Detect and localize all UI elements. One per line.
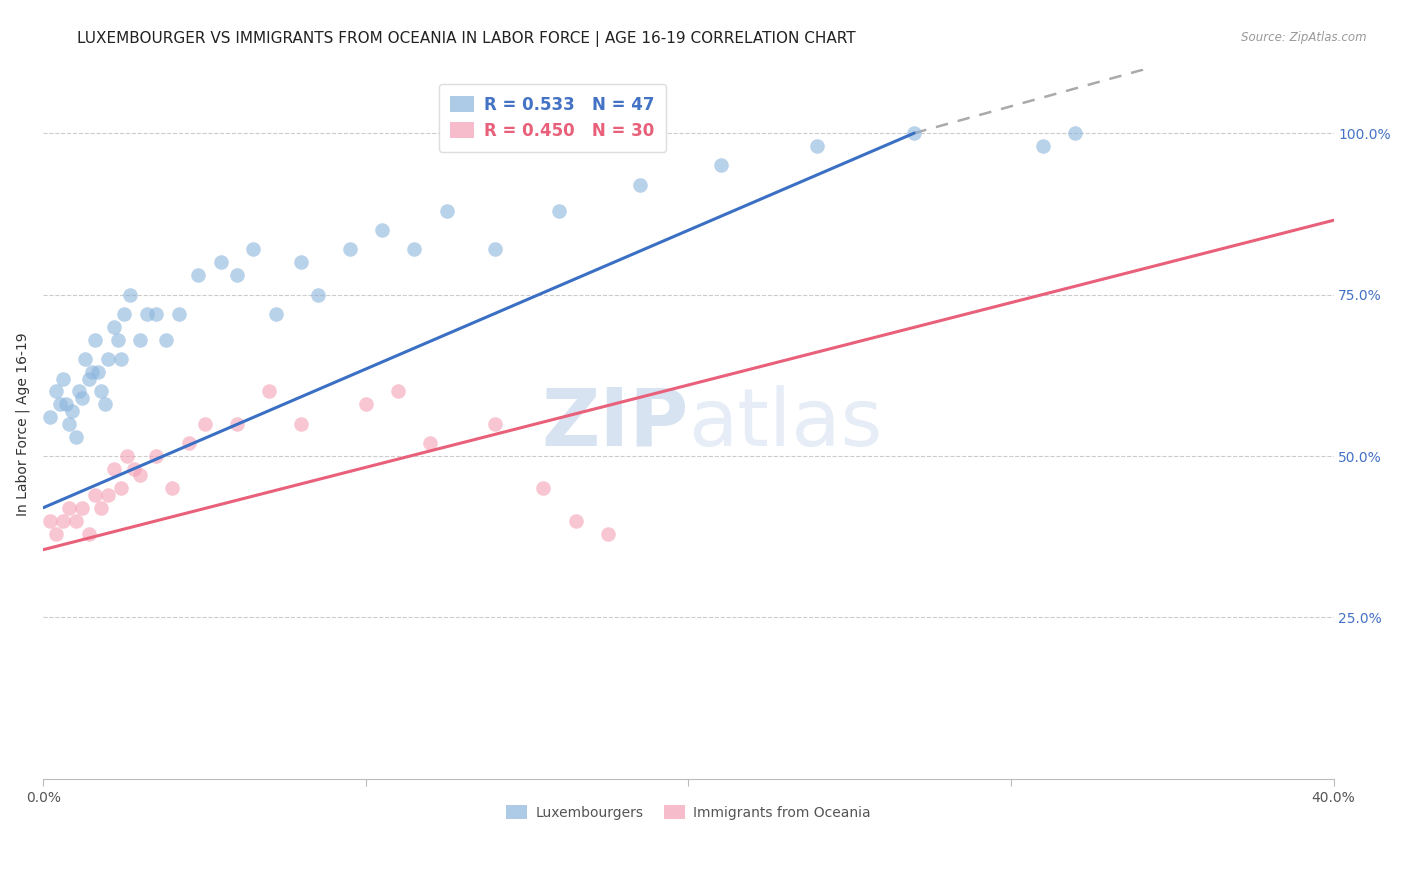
Point <box>80 365 103 379</box>
Point <box>596 526 619 541</box>
Point <box>97 488 120 502</box>
Point <box>110 352 132 367</box>
Point <box>307 287 329 301</box>
Point <box>75 352 97 367</box>
Text: ZIP: ZIP <box>541 384 689 463</box>
Point <box>112 307 135 321</box>
Point <box>484 243 506 257</box>
Text: LUXEMBOURGER VS IMMIGRANTS FROM OCEANIA IN LABOR FORCE | AGE 16-19 CORRELATION C: LUXEMBOURGER VS IMMIGRANTS FROM OCEANIA … <box>77 31 856 47</box>
Point <box>564 514 586 528</box>
Point <box>90 384 112 399</box>
Point <box>129 333 152 347</box>
Point <box>45 526 67 541</box>
Point <box>103 319 125 334</box>
Point <box>62 404 84 418</box>
Point <box>93 397 115 411</box>
Point <box>58 500 80 515</box>
Point <box>290 255 312 269</box>
Point <box>77 371 100 385</box>
Point <box>806 139 828 153</box>
Point <box>167 307 190 321</box>
Point <box>903 126 925 140</box>
Point <box>436 203 458 218</box>
Point <box>257 384 280 399</box>
Point <box>484 417 506 431</box>
Point <box>225 268 247 282</box>
Point <box>48 397 70 411</box>
Point <box>84 488 107 502</box>
Text: atlas: atlas <box>689 384 883 463</box>
Point <box>97 352 120 367</box>
Point <box>162 481 184 495</box>
Point <box>52 514 75 528</box>
Point <box>404 243 426 257</box>
Point <box>354 397 377 411</box>
Point <box>1032 139 1054 153</box>
Point <box>548 203 571 218</box>
Point <box>387 384 409 399</box>
Point <box>90 500 112 515</box>
Point <box>107 333 129 347</box>
Point <box>145 449 167 463</box>
Point <box>103 462 125 476</box>
Point <box>67 384 90 399</box>
Point <box>129 468 152 483</box>
Text: Source: ZipAtlas.com: Source: ZipAtlas.com <box>1241 31 1367 45</box>
Point <box>264 307 287 321</box>
Point <box>38 514 60 528</box>
Legend: Luxembourgers, Immigrants from Oceania: Luxembourgers, Immigrants from Oceania <box>501 800 876 825</box>
Point <box>225 417 247 431</box>
Point <box>155 333 177 347</box>
Point <box>84 333 107 347</box>
Point <box>58 417 80 431</box>
Point <box>70 500 93 515</box>
Point <box>52 371 75 385</box>
Point <box>110 481 132 495</box>
Point <box>1064 126 1087 140</box>
Point <box>194 417 217 431</box>
Point <box>145 307 167 321</box>
Point <box>70 391 93 405</box>
Point <box>339 243 361 257</box>
Point <box>177 436 200 450</box>
Point <box>120 287 142 301</box>
Point <box>371 223 394 237</box>
Point <box>45 384 67 399</box>
Point <box>135 307 157 321</box>
Point <box>122 462 145 476</box>
Point <box>710 158 733 172</box>
Point <box>419 436 441 450</box>
Point <box>531 481 554 495</box>
Point <box>117 449 139 463</box>
Point <box>628 178 651 192</box>
Y-axis label: In Labor Force | Age 16-19: In Labor Force | Age 16-19 <box>15 332 30 516</box>
Point <box>55 397 77 411</box>
Point <box>77 526 100 541</box>
Point <box>65 514 87 528</box>
Point <box>290 417 312 431</box>
Point <box>187 268 209 282</box>
Point <box>65 429 87 443</box>
Point <box>209 255 232 269</box>
Point <box>87 365 110 379</box>
Point <box>38 410 60 425</box>
Point <box>242 243 264 257</box>
